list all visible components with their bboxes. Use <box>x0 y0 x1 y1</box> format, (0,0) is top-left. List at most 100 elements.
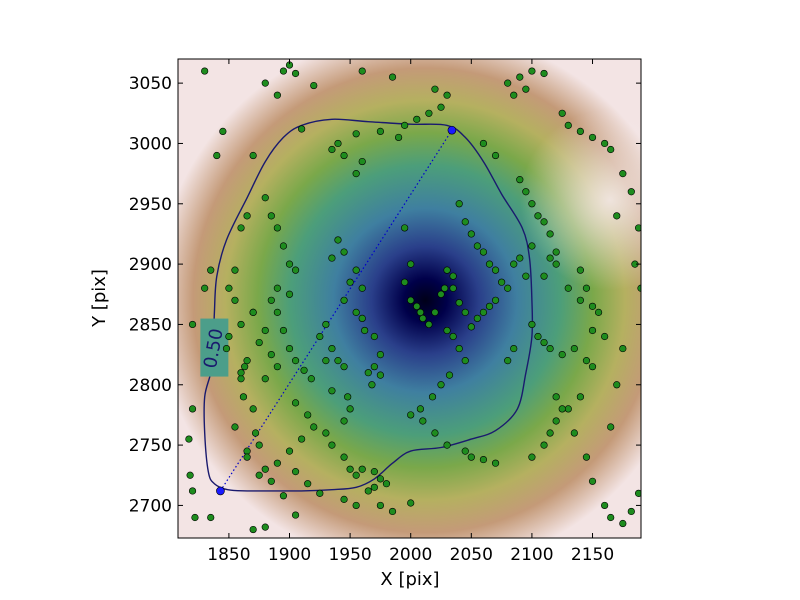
data-point <box>491 459 500 467</box>
data-point <box>346 465 354 473</box>
data-point <box>546 230 554 238</box>
data-point <box>491 151 500 160</box>
data-point <box>249 151 257 160</box>
data-point <box>516 176 524 184</box>
data-point <box>279 242 288 250</box>
data-point <box>261 194 269 202</box>
data-point <box>601 139 609 148</box>
data-point <box>222 344 231 353</box>
data-point <box>291 468 300 476</box>
data-point <box>479 248 488 256</box>
data-point <box>443 326 451 335</box>
data-point <box>298 435 306 443</box>
data-point <box>467 230 475 238</box>
data-point <box>516 254 524 262</box>
data-point <box>479 139 488 148</box>
data-point <box>261 375 269 383</box>
data-point <box>207 513 215 522</box>
data-point <box>455 344 463 353</box>
data-point <box>273 224 281 232</box>
data-point <box>619 170 627 178</box>
data-point <box>431 85 439 93</box>
data-point <box>291 266 300 274</box>
data-point <box>407 411 415 419</box>
x-tick-label: 1850 <box>207 545 250 565</box>
scatter-points <box>185 61 641 534</box>
data-point <box>455 200 463 208</box>
data-point <box>364 487 372 495</box>
data-point <box>540 218 548 226</box>
x-tick-label: 1900 <box>268 545 311 565</box>
data-point <box>552 248 560 256</box>
data-point <box>328 441 336 449</box>
data-point <box>279 67 288 75</box>
data-point <box>267 296 275 304</box>
data-point <box>340 453 348 461</box>
data-point <box>443 441 451 449</box>
data-point <box>558 109 566 117</box>
data-point <box>576 266 584 274</box>
data-point <box>546 254 554 262</box>
data-point <box>346 405 354 413</box>
data-point <box>310 423 318 431</box>
data-point <box>522 85 530 93</box>
data-point <box>251 429 260 437</box>
data-point <box>388 73 397 81</box>
data-point <box>594 308 603 316</box>
data-point <box>322 429 330 437</box>
data-point <box>316 489 324 497</box>
y-tick-label: 2800 <box>129 376 172 396</box>
data-point <box>485 302 494 310</box>
data-point <box>570 344 578 353</box>
data-point <box>340 363 348 371</box>
major-axis-endpoint <box>216 486 225 496</box>
data-point <box>219 127 227 135</box>
data-point <box>298 125 306 133</box>
data-point <box>473 242 481 250</box>
data-point <box>619 519 627 528</box>
data-point <box>358 157 366 166</box>
data-point <box>243 447 251 455</box>
data-point <box>637 284 641 292</box>
data-point <box>364 369 372 377</box>
data-point <box>225 332 233 341</box>
data-point <box>261 523 269 531</box>
data-point <box>344 393 352 401</box>
data-point <box>528 200 536 208</box>
data-point <box>340 248 348 256</box>
data-point <box>431 308 439 316</box>
data-point <box>510 260 518 268</box>
data-point <box>340 417 348 425</box>
data-point <box>504 79 512 87</box>
data-point <box>237 369 245 377</box>
data-point <box>255 441 263 449</box>
major-axis-line <box>219 129 453 492</box>
data-point <box>449 272 457 280</box>
data-point <box>273 459 281 467</box>
data-point <box>249 405 257 413</box>
data-point <box>534 212 542 220</box>
data-point <box>279 326 288 335</box>
data-point <box>419 314 427 323</box>
data-point <box>449 332 457 341</box>
data-point <box>576 296 584 304</box>
data-point <box>425 109 433 117</box>
data-point <box>370 468 378 476</box>
data-point <box>358 465 366 473</box>
x-tick-label: 2100 <box>510 545 553 565</box>
plot-area: 0.50 <box>178 59 641 538</box>
data-point <box>291 69 300 78</box>
data-point <box>307 375 315 383</box>
data-point <box>285 344 294 353</box>
data-point <box>201 67 209 75</box>
data-point <box>261 465 269 473</box>
data-point <box>243 212 251 220</box>
data-point <box>461 357 469 365</box>
data-point <box>322 320 330 329</box>
x-axis-title: X [pix] <box>380 569 439 590</box>
data-point <box>249 525 257 534</box>
data-point <box>300 366 308 374</box>
data-point <box>413 115 421 123</box>
y-tick-label: 2950 <box>129 195 172 215</box>
